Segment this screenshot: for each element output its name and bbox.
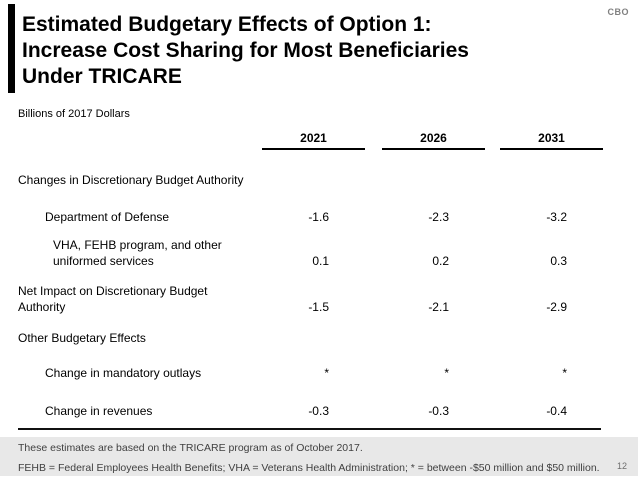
value-2021: * (324, 366, 329, 380)
slide-title-line-1: Estimated Budgetary Effects of Option 1: (22, 13, 432, 36)
table-header-row: 2021 2026 2031 (18, 130, 603, 150)
page-number: 12 (616, 461, 627, 471)
row-label: Change in mandatory outlays (45, 366, 202, 380)
table-row-department-of-defense: Department of Defense -1.6 -2.3 -3.2 (18, 209, 603, 225)
value-2026: -2.1 (428, 300, 449, 314)
row-label: Changes in Discretionary Budget Authorit… (18, 173, 244, 187)
column-header-2031: 2031 (500, 131, 603, 150)
cbo-logo: CBO (607, 7, 629, 17)
table-row-mandatory-outlays: Change in mandatory outlays * * * (18, 365, 603, 381)
title-accent-bar (8, 4, 15, 93)
row-label: Other Budgetary Effects (18, 331, 146, 345)
footer-note: These estimates are based on the TRICARE… (18, 442, 363, 454)
value-2031: 0.3 (550, 254, 567, 268)
column-header-2026: 2026 (382, 131, 485, 150)
table-row-vha-fehb: VHA, FEHB program, and other uniformed s… (18, 237, 603, 269)
value-2026: * (444, 366, 449, 380)
slide-title-line-3: Under TRICARE (22, 65, 182, 88)
row-label: Department of Defense (45, 210, 170, 224)
table-row-net-impact: Net Impact on Discretionary Budget Autho… (18, 283, 603, 315)
footer-background-band (0, 437, 638, 476)
row-label: VHA, FEHB program, and other uniformed s… (53, 238, 222, 268)
slide-title-line-2: Increase Cost Sharing for Most Beneficia… (22, 39, 469, 62)
footer-divider-rule (18, 428, 601, 430)
value-2021: -0.3 (308, 404, 329, 418)
value-2031: -2.9 (546, 300, 567, 314)
table-row-section-discretionary: Changes in Discretionary Budget Authorit… (18, 172, 603, 188)
column-header-2021: 2021 (262, 131, 365, 150)
budget-effects-table: 2021 2026 2031 Changes in Discretionary … (18, 130, 603, 419)
value-2026: 0.2 (432, 254, 449, 268)
row-label: Change in revenues (45, 404, 153, 418)
units-label: Billions of 2017 Dollars (18, 108, 130, 120)
value-2021: 0.1 (312, 254, 329, 268)
value-2031: * (562, 366, 567, 380)
table-row-revenues: Change in revenues -0.3 -0.3 -0.4 (18, 403, 603, 419)
table-row-section-other-effects: Other Budgetary Effects (18, 330, 603, 346)
value-2021: -1.6 (308, 210, 329, 224)
footer-definitions: FEHB = Federal Employees Health Benefits… (18, 462, 600, 474)
value-2021: -1.5 (308, 300, 329, 314)
value-2031: -3.2 (546, 210, 567, 224)
slide-title: Estimated Budgetary Effects of Option 1:… (22, 12, 582, 90)
value-2031: -0.4 (546, 404, 567, 418)
row-label: Net Impact on Discretionary Budget Autho… (18, 284, 208, 314)
value-2026: -0.3 (428, 404, 449, 418)
value-2026: -2.3 (428, 210, 449, 224)
